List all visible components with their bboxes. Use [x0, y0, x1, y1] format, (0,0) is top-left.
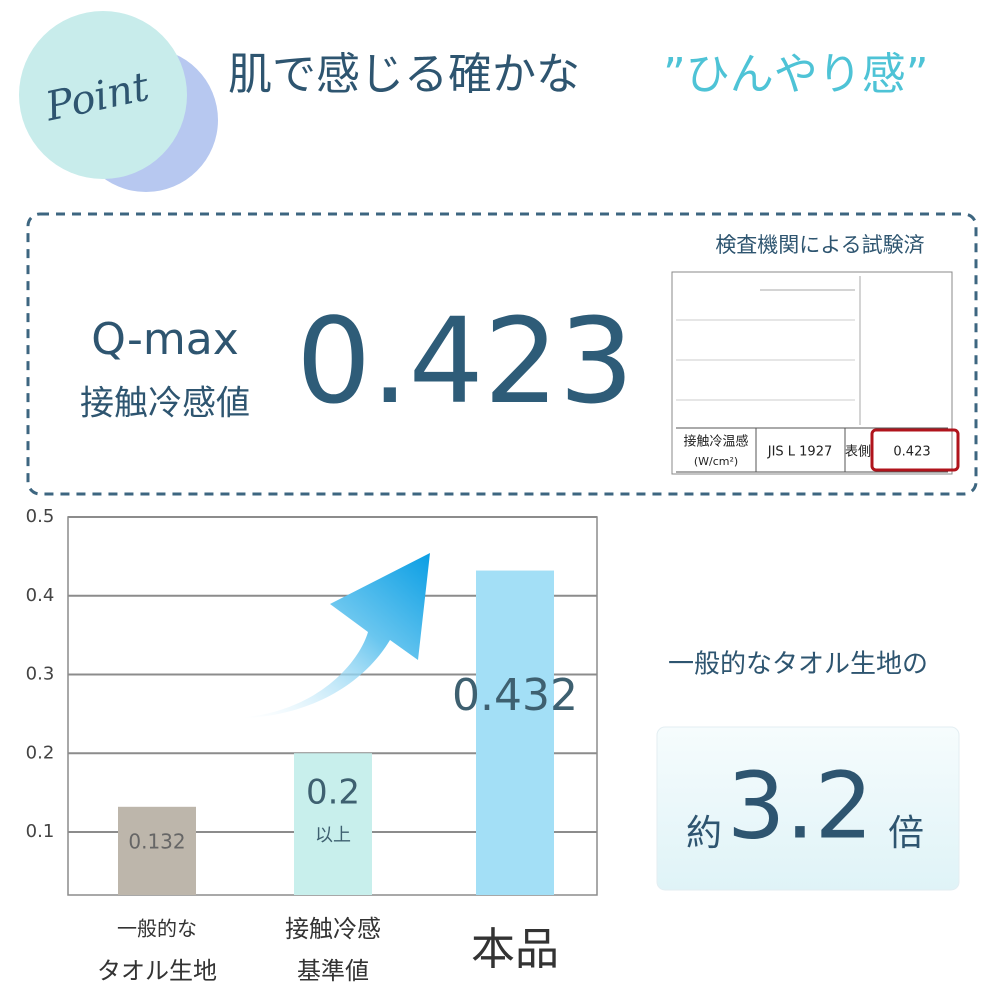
bar: [294, 753, 372, 895]
y-tick-label: 0.3: [26, 664, 55, 685]
qmax-value: 0.423: [296, 292, 634, 430]
y-tick-label: 0.4: [26, 585, 55, 606]
value-label: 0.2: [306, 773, 360, 813]
x-tick-label: 一般的な: [117, 917, 197, 941]
x-tick-label: タオル生地: [97, 957, 217, 985]
x-tick-label: 本品: [471, 924, 559, 975]
qmax-sublabel: 接触冷感値: [80, 384, 250, 424]
certificate-unit: (W/cm²): [694, 455, 738, 468]
bar: [118, 806, 196, 895]
certificate: 接触冷温感 (W/cm²) JIS L 1927 表側 0.423: [671, 271, 960, 475]
x-tick-label: 基準値: [297, 957, 369, 985]
summary-prefix: 約: [686, 813, 722, 854]
summary-suffix: 倍: [888, 813, 924, 854]
certificate-method: JIS L 1927: [767, 445, 833, 460]
certificate-side: 表側: [845, 445, 871, 460]
certificate-highlight: [870, 428, 960, 472]
value-annotation: 以上: [315, 825, 351, 846]
bar: [476, 570, 554, 895]
certificate-result: 0.423: [893, 445, 930, 460]
certificate-caption: 検査機関による試験済: [715, 233, 924, 257]
y-tick-label: 0.1: [26, 821, 55, 842]
title-highlight: ”ひんやり感”: [663, 49, 929, 100]
y-tick-label: 0.5: [26, 506, 55, 527]
badge: [19, 11, 187, 179]
y-tick-label: 0.2: [26, 742, 55, 763]
arrow: [238, 553, 430, 718]
qmax-label: Q-max: [91, 314, 239, 365]
value-label: 0.132: [128, 829, 185, 853]
certificate-paper: [671, 271, 953, 475]
bar-chart: 0.1 0.2 0.3 0.4 0.5 0.132 一般的なタオル生地 0.2 以上接触冷感基準…: [26, 506, 598, 985]
x-tick-label: 接触冷感: [285, 915, 381, 943]
panel-border: [26, 212, 978, 496]
certificate-item: 接触冷温感: [683, 434, 748, 450]
value-label: 0.432: [452, 670, 578, 721]
title: 肌で感じる確かな: [228, 49, 580, 100]
summary-value: 3.2: [727, 752, 873, 859]
summary-caption: 一般的なタオル生地の: [668, 650, 928, 680]
summary-box: [656, 726, 960, 891]
